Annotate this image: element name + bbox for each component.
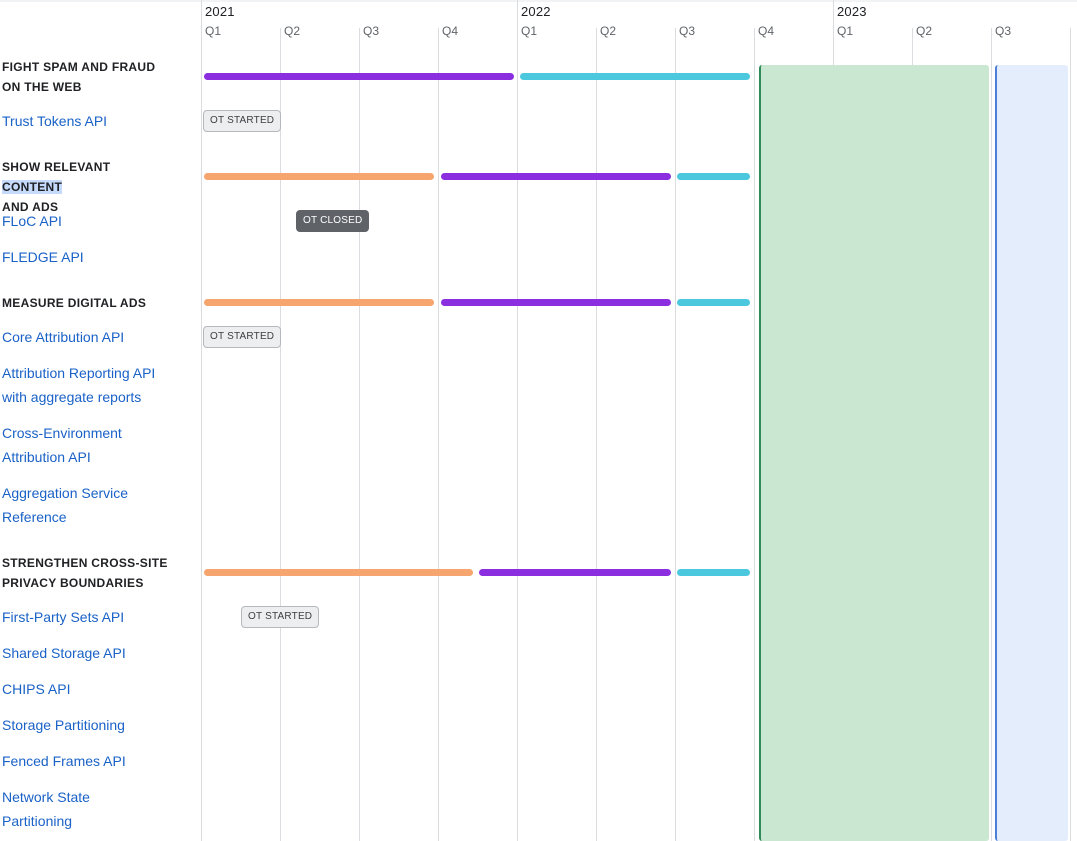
phase-block-green [759,65,989,841]
heading-line: PRIVACY BOUNDARIES [2,576,144,590]
heading-line: SHOW RELEVANT CONTENT [2,157,174,197]
quarter-label: Q1 [205,24,222,38]
quarter-divider [438,28,439,841]
api-link-floc[interactable]: FLoC API [2,213,62,229]
section-heading-measure-ads: MEASURE DIGITAL ADS [2,293,174,313]
quarter-label: Q3 [679,24,696,38]
quarter-divider [991,28,992,841]
api-link-cross-environment[interactable]: Cross-Environment Attribution API [2,421,182,469]
quarter-label: Q4 [758,24,775,38]
phase-bar-teal [677,569,750,576]
quarter-label: Q1 [837,24,854,38]
link-line: Network State [2,789,90,805]
link-line: Partitioning [2,813,73,829]
phase-bar-orange [204,569,473,576]
quarter-divider [596,28,597,841]
year-label-2021: 2021 [205,4,235,19]
phase-bar-purple [441,173,671,180]
quarter-divider [359,28,360,841]
phase-bar-teal [677,299,750,306]
quarter-divider [280,28,281,841]
heading-line: AND ADS [2,200,59,214]
link-line: Attribution API [2,449,91,465]
year-divider [517,0,518,841]
section-heading-cross-site-privacy: STRENGTHEN CROSS-SITE PRIVACY BOUNDARIES [2,553,174,593]
heading-line: STRENGTHEN CROSS-SITE [2,556,168,570]
quarter-label: Q2 [600,24,617,38]
api-link-storage-partitioning[interactable]: Storage Partitioning [2,717,125,733]
year-label-2023: 2023 [837,4,867,19]
phase-block-blue [995,65,1068,841]
quarter-label: Q1 [521,24,538,38]
api-link-fledge[interactable]: FLEDGE API [2,249,84,265]
link-line: Attribution Reporting API [2,365,156,381]
api-link-chips[interactable]: CHIPS API [2,681,71,697]
quarter-label: Q3 [995,24,1012,38]
phase-bar-orange [204,299,434,306]
quarter-label: Q2 [916,24,933,38]
selected-text-highlight: CONTENT [2,180,63,194]
year-label-2022: 2022 [521,4,551,19]
link-line: Reference [2,509,67,525]
link-line: Aggregation Service [2,485,129,501]
heading-text: SHOW RELEVANT [2,160,111,174]
top-border [0,0,1077,2]
status-badge: OT STARTED [203,110,282,132]
quarter-divider [675,28,676,841]
phase-bar-purple [204,73,514,80]
section-heading-relevant-content: SHOW RELEVANT CONTENT AND ADS [2,157,174,217]
api-link-trust-tokens[interactable]: Trust Tokens API [2,113,108,129]
year-divider [201,0,202,841]
phase-bar-orange [204,173,434,180]
heading-line: ON THE WEB [2,80,82,94]
link-line: Cross-Environment [2,425,122,441]
heading-line: MEASURE DIGITAL ADS [2,296,147,310]
status-badge: OT CLOSED [296,210,370,232]
phase-bar-purple [479,569,671,576]
status-badge: OT STARTED [241,606,320,628]
quarter-divider [1070,28,1071,841]
api-link-shared-storage[interactable]: Shared Storage API [2,645,126,661]
api-link-first-party-sets[interactable]: First-Party Sets API [2,609,125,625]
quarter-divider [754,28,755,841]
heading-line: FIGHT SPAM AND FRAUD [2,60,156,74]
quarter-label: Q4 [442,24,459,38]
api-link-core-attribution[interactable]: Core Attribution API [2,329,125,345]
link-line: with aggregate reports [2,389,142,405]
api-link-attribution-reporting[interactable]: Attribution Reporting API with aggregate… [2,361,182,409]
api-link-fenced-frames[interactable]: Fenced Frames API [2,753,126,769]
api-link-network-state-partitioning[interactable]: Network State Partitioning [2,785,182,833]
quarter-label: Q3 [363,24,380,38]
api-link-aggregation-service[interactable]: Aggregation Service Reference [2,481,182,529]
phase-bar-teal [677,173,750,180]
phase-bar-teal [520,73,750,80]
quarter-label: Q2 [284,24,301,38]
status-badge: OT STARTED [203,326,282,348]
phase-bar-purple [441,299,671,306]
section-heading-spam-fraud: FIGHT SPAM AND FRAUD ON THE WEB [2,57,174,97]
